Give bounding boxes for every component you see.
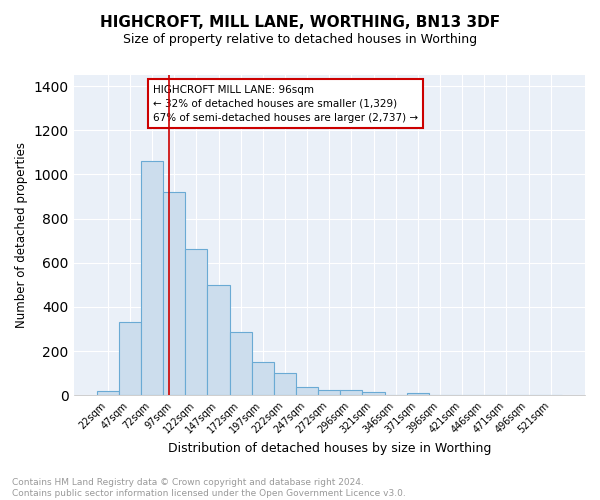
Bar [252,362,274,395]
Text: Contains HM Land Registry data © Crown copyright and database right 2024.
Contai: Contains HM Land Registry data © Crown c… [12,478,406,498]
Bar [141,161,163,395]
Bar [185,250,208,395]
Bar [296,388,318,395]
Bar [407,393,429,395]
Bar [208,285,230,395]
Bar [362,392,385,395]
Bar [230,332,252,395]
Bar [318,390,340,395]
Bar [163,192,185,395]
Text: HIGHCROFT, MILL LANE, WORTHING, BN13 3DF: HIGHCROFT, MILL LANE, WORTHING, BN13 3DF [100,15,500,30]
Bar [119,322,141,395]
Bar [340,390,362,395]
Text: HIGHCROFT MILL LANE: 96sqm
← 32% of detached houses are smaller (1,329)
67% of s: HIGHCROFT MILL LANE: 96sqm ← 32% of deta… [153,84,418,122]
Y-axis label: Number of detached properties: Number of detached properties [15,142,28,328]
X-axis label: Distribution of detached houses by size in Worthing: Distribution of detached houses by size … [167,442,491,455]
Bar [274,373,296,395]
Bar [97,391,119,395]
Text: Size of property relative to detached houses in Worthing: Size of property relative to detached ho… [123,32,477,46]
